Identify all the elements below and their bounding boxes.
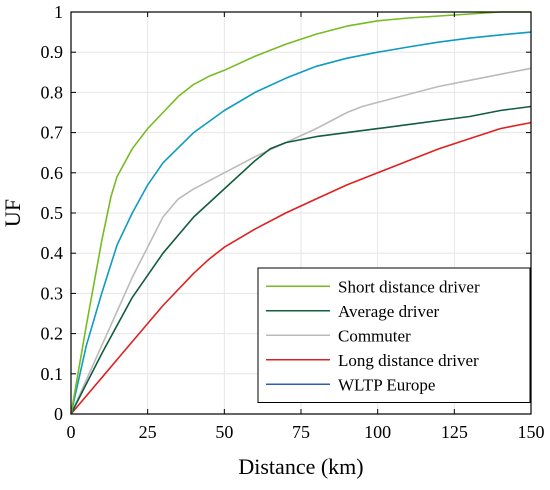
y-axis-title: UF (0, 199, 25, 227)
y-tick-label: 0.8 (41, 82, 64, 102)
y-tick-label: 0.1 (41, 364, 64, 384)
series-line-3 (70, 121, 532, 415)
series-lines (70, 11, 532, 415)
y-tick-label: 0.3 (41, 283, 64, 303)
series-line-0 (70, 11, 531, 415)
legend-label-0: Short distance driver (338, 277, 480, 296)
x-tick-label: 0 (67, 422, 76, 442)
series-line-2 (70, 67, 532, 415)
legend: Short distance driver Average driver Commu… (257, 267, 531, 403)
legend-label-1: Average driver (338, 302, 439, 321)
x-tick-label: 150 (518, 422, 545, 442)
legend-label-4: WLTP Europe (338, 375, 435, 394)
x-tick-label: 50 (215, 422, 233, 442)
legend-label-2: Commuter (338, 326, 411, 345)
y-tick-label: 0.9 (41, 42, 64, 62)
x-tick-label: 75 (292, 422, 310, 442)
y-tick-label: 0.7 (41, 123, 64, 143)
y-tick-label: 0 (54, 404, 63, 424)
x-tick-label: 125 (441, 422, 468, 442)
legend-label-3: Long distance driver (338, 351, 479, 370)
y-tick-label: 0.5 (41, 203, 64, 223)
series-line-1 (70, 105, 532, 415)
x-tick-label: 100 (364, 422, 391, 442)
y-tick-label: 0.2 (41, 324, 64, 344)
y-tick-label: 0.4 (41, 243, 64, 263)
x-tick-label: 25 (139, 422, 157, 442)
y-tick-label: 0.6 (41, 163, 64, 183)
x-axis-title: Distance (km) (238, 454, 363, 479)
y-tick-label: 1 (54, 2, 63, 22)
series-line-4 (70, 31, 532, 415)
tick-labels: 0 25 50 75 100 125 150 0 0.1 0.2 0.3 0.4 0.5 0.6 0.7 0.… (41, 2, 545, 442)
